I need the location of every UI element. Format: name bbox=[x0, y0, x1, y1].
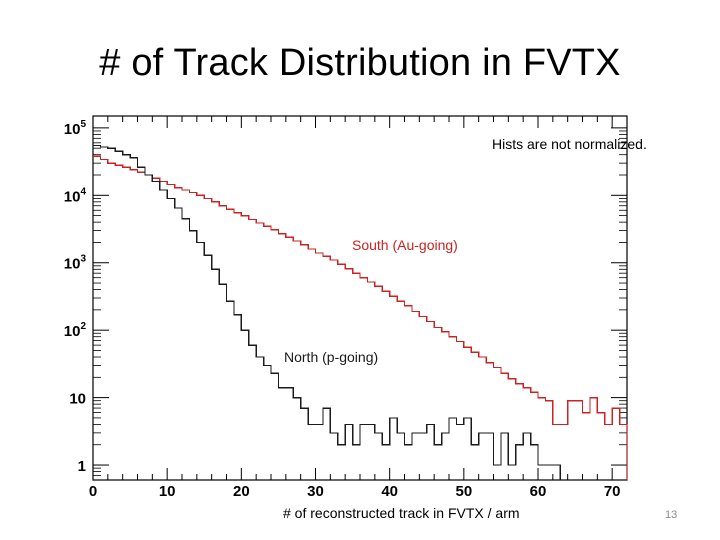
y-tick-base: 1 bbox=[78, 458, 86, 475]
y-tick-label: 10 bbox=[69, 391, 86, 408]
x-tick-label: 40 bbox=[381, 483, 398, 500]
y-tick-label: 105 bbox=[64, 119, 87, 138]
y-tick-exponent: 5 bbox=[80, 119, 86, 130]
page-number: 13 bbox=[665, 509, 678, 521]
x-tick-label: 10 bbox=[159, 483, 176, 500]
y-tick-label: 104 bbox=[64, 186, 87, 205]
y-tick-base: 10 bbox=[64, 323, 81, 340]
y-tick-exponent: 3 bbox=[80, 254, 86, 265]
y-tick-exponent: 2 bbox=[80, 321, 86, 332]
y-tick-label: 103 bbox=[64, 254, 87, 273]
y-tick-label: 102 bbox=[64, 321, 87, 340]
x-tick-label: 60 bbox=[530, 483, 547, 500]
y-tick-base: 10 bbox=[64, 121, 81, 138]
slide-title: # of Track Distribution in FVTX bbox=[99, 42, 621, 84]
y-tick-base: 10 bbox=[64, 256, 81, 273]
x-tick-label: 70 bbox=[604, 483, 621, 500]
series-north-line bbox=[93, 144, 561, 480]
legend-south-label: South (Au-going) bbox=[352, 237, 458, 253]
chart-annotation: Hists are not normalized. bbox=[492, 136, 647, 152]
x-tick-label: 50 bbox=[455, 483, 472, 500]
legend-north-label: North (p-going) bbox=[284, 349, 379, 365]
x-tick-label: 20 bbox=[233, 483, 250, 500]
y-tick-base: 10 bbox=[64, 188, 81, 205]
x-tick-label: 0 bbox=[89, 483, 97, 500]
y-tick-exponent: 4 bbox=[80, 186, 86, 197]
x-axis-label: # of reconstructed track in FVTX / arm bbox=[283, 505, 520, 521]
series-south-line bbox=[93, 155, 628, 480]
x-tick-label: 30 bbox=[307, 483, 324, 500]
y-tick-base: 10 bbox=[69, 391, 86, 408]
series-group bbox=[93, 144, 628, 480]
y-tick-label: 1 bbox=[78, 458, 86, 475]
